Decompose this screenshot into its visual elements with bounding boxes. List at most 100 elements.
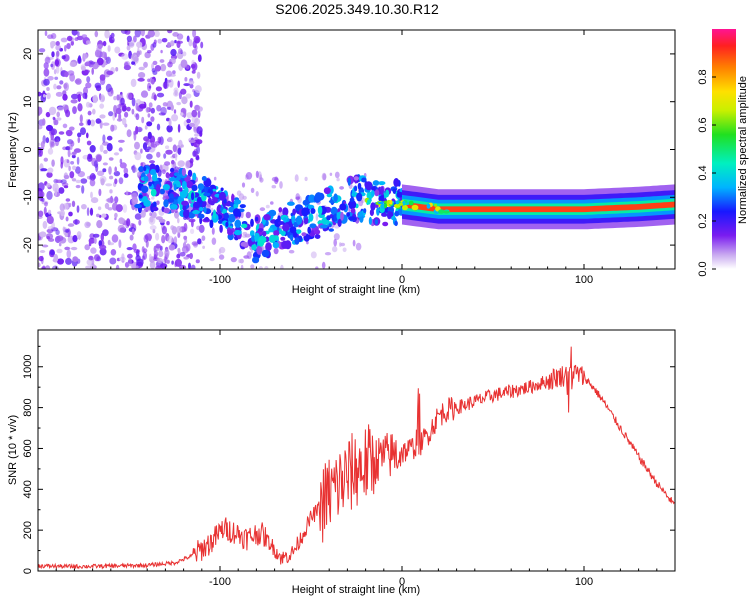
ridge-blob [380, 203, 386, 209]
noise-blob [124, 262, 130, 268]
noise-blob [178, 91, 182, 100]
noise-blob [170, 48, 177, 57]
noise-blob [167, 30, 173, 34]
noise-blob [288, 249, 295, 254]
noise-blob [148, 102, 153, 108]
noise-blob [119, 162, 127, 169]
ridge-blob [233, 229, 242, 236]
ridge-blob [254, 232, 260, 242]
ridge-blob [346, 212, 350, 217]
noise-blob [176, 253, 181, 259]
ridge-blob [265, 242, 272, 252]
noise-blob [126, 247, 133, 251]
ridge-blob [173, 183, 177, 191]
noise-blob [149, 160, 155, 164]
noise-blob [352, 239, 356, 247]
snr-y-tick-label: 600 [22, 439, 34, 457]
noise-blob [279, 181, 283, 189]
noise-blob [178, 48, 183, 55]
ridge-blob [295, 229, 302, 235]
ridge-blob [241, 223, 248, 229]
noise-blob [241, 182, 246, 188]
ridge-blob [181, 167, 186, 177]
noise-blob [321, 172, 327, 181]
noise-blob [81, 34, 88, 39]
noise-blob [55, 91, 63, 97]
noise-blob [76, 205, 80, 213]
noise-blob [113, 96, 117, 101]
ridge-blob [282, 223, 290, 232]
noise-blob [165, 149, 173, 155]
noise-blob [196, 145, 201, 155]
noise-blob [70, 161, 75, 165]
ridge-blob [313, 229, 321, 235]
noise-blob [171, 226, 177, 235]
ridge-blob [179, 189, 188, 199]
colorbar-ticks: 0.0 0.2 0.4 0.6 0.8 [697, 69, 716, 277]
ridge-blob [152, 206, 159, 212]
noise-blob [107, 45, 111, 52]
ridge-blob [389, 200, 393, 205]
noise-blob [44, 202, 48, 207]
ridge-blob [378, 181, 386, 186]
noise-blob [52, 116, 56, 120]
ridge-blob [268, 209, 277, 217]
noise-blob [168, 244, 176, 251]
noise-blob [143, 136, 150, 142]
ridge-blob [239, 204, 246, 209]
noise-blob [84, 62, 90, 67]
spectrogram-x-tick-label: -100 [209, 274, 231, 286]
noise-blob [76, 156, 80, 165]
ridge-blob [356, 192, 363, 202]
noise-blob [107, 207, 113, 211]
noise-blob [176, 40, 181, 49]
noise-blob [177, 123, 181, 133]
noise-blob [45, 111, 51, 118]
ridge-blob [277, 221, 286, 225]
noise-blob [236, 190, 242, 196]
noise-blob [136, 258, 144, 267]
noise-blob [108, 166, 112, 175]
noise-blob [56, 111, 60, 118]
figure-title: S206.2025.349.10.30.R12 [275, 1, 439, 17]
spectrogram-y-tick-label: -10 [22, 189, 34, 205]
noise-blob [141, 116, 145, 124]
spectrogram-xlabel: Height of straight line (km) [292, 284, 420, 296]
ridge-blob [138, 166, 144, 173]
ridge-blob [363, 208, 367, 214]
noise-blob [174, 210, 180, 219]
ridge-blob [165, 172, 170, 179]
noise-blob [84, 244, 90, 251]
ridge-blob [394, 210, 400, 217]
noise-blob [70, 246, 78, 251]
noise-blob [183, 222, 188, 232]
noise-blob [196, 139, 203, 145]
noise-blob [77, 56, 82, 64]
ridge-blob [203, 217, 210, 222]
noise-blob [99, 114, 106, 119]
noise-blob [240, 264, 244, 269]
noise-blob [89, 174, 92, 181]
noise-blob [51, 141, 55, 148]
noise-blob [47, 226, 54, 230]
noise-blob [82, 92, 88, 99]
noise-blob [45, 137, 50, 144]
ridge-blob [347, 177, 351, 186]
noise-blob [89, 207, 94, 216]
noise-blob [92, 94, 98, 104]
noise-blob [68, 202, 72, 208]
ridge-blob [203, 206, 207, 214]
noise-blob [139, 103, 147, 109]
noise-blob [96, 220, 103, 229]
ridge-blob [228, 206, 235, 213]
noise-blob [156, 123, 161, 131]
noise-blob [198, 130, 203, 137]
noise-blob [85, 265, 93, 269]
noise-blob [76, 231, 82, 240]
ridge-blob [323, 187, 331, 195]
noise-blob [161, 235, 166, 244]
spectrogram-y-tick-label: 20 [22, 48, 34, 60]
noise-blob [108, 111, 114, 117]
noise-blob [70, 99, 78, 104]
